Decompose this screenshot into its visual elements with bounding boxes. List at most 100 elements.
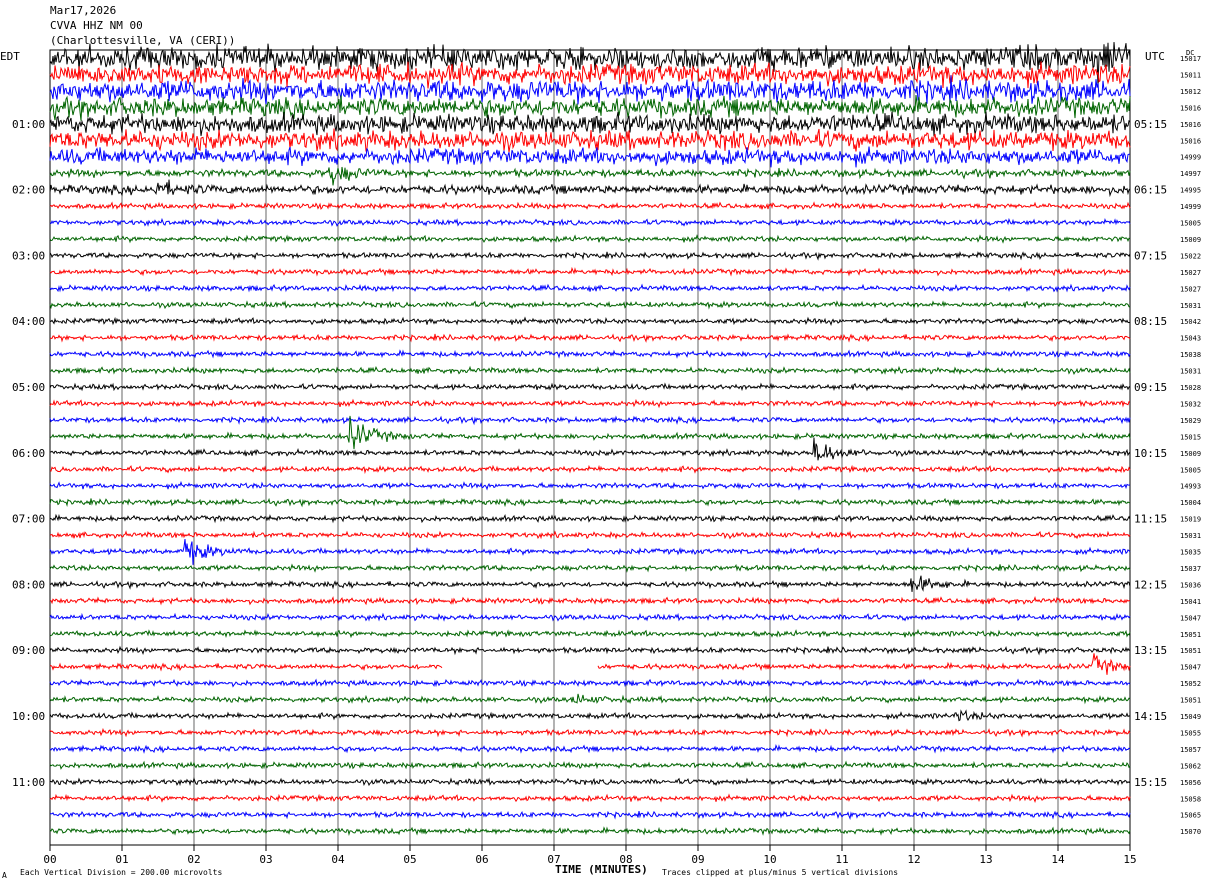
seismic-trace bbox=[49, 530, 1131, 540]
dc-offset-label: 15032 bbox=[1180, 400, 1201, 408]
dc-offset-label: 15031 bbox=[1180, 532, 1201, 540]
seismic-trace bbox=[49, 826, 1131, 836]
x-tick-label: 11 bbox=[835, 853, 848, 866]
dc-offset-label: 15055 bbox=[1180, 729, 1201, 737]
seismic-trace bbox=[49, 628, 1131, 639]
scale-note: Each Vertical Division = 200.00 microvol… bbox=[20, 868, 223, 877]
seismic-trace bbox=[49, 539, 1131, 565]
left-hour-label: 06:00 bbox=[12, 447, 45, 460]
left-hour-label: 10:00 bbox=[12, 710, 45, 723]
x-tick-label: 01 bbox=[115, 853, 128, 866]
dc-offset-label: 15022 bbox=[1180, 252, 1201, 260]
seismic-trace bbox=[49, 300, 1131, 310]
seismic-trace bbox=[49, 266, 1131, 277]
seismic-trace bbox=[49, 61, 1131, 89]
dc-offset-label: 15017 bbox=[1180, 55, 1201, 63]
dc-offset-label: 15005 bbox=[1180, 466, 1201, 474]
seismic-trace bbox=[49, 415, 1131, 450]
dc-offset-label: 14997 bbox=[1180, 170, 1201, 178]
dc-offset-label: 15051 bbox=[1180, 647, 1201, 655]
seismic-trace bbox=[49, 146, 1131, 168]
dc-offset-label: 15043 bbox=[1180, 335, 1201, 343]
seismic-trace bbox=[49, 234, 1131, 244]
seismic-trace bbox=[49, 693, 1131, 705]
plot-frame bbox=[49, 49, 1131, 846]
dc-offset-label: 15016 bbox=[1180, 121, 1201, 129]
seismic-trace bbox=[49, 709, 1131, 722]
seismic-trace bbox=[49, 128, 1131, 153]
x-tick-label: 03 bbox=[259, 853, 272, 866]
x-tick-label: 09 bbox=[691, 853, 704, 866]
right-timezone-label: UTC bbox=[1145, 50, 1165, 63]
dc-offset-label: 15031 bbox=[1180, 302, 1201, 310]
seismic-trace bbox=[49, 217, 1131, 227]
right-hour-label: 14:15 bbox=[1134, 710, 1167, 723]
seismic-trace bbox=[49, 365, 1131, 375]
seismic-trace bbox=[49, 42, 1131, 88]
dc-offset-label: 15009 bbox=[1180, 450, 1201, 458]
dc-offset-label: 15070 bbox=[1180, 828, 1201, 836]
dc-offset-label: 15057 bbox=[1180, 746, 1201, 754]
x-tick-label: 06 bbox=[475, 853, 488, 866]
dc-offset-label: 14999 bbox=[1180, 203, 1201, 211]
dc-offset-label: 15049 bbox=[1180, 713, 1201, 721]
dc-offset-label: 15028 bbox=[1180, 384, 1201, 392]
dc-offset-label: 15062 bbox=[1180, 762, 1201, 770]
left-hour-label: 08:00 bbox=[12, 578, 45, 591]
dc-offset-label: 15019 bbox=[1180, 516, 1201, 524]
seismic-trace bbox=[49, 333, 1131, 343]
seismic-trace bbox=[49, 645, 1131, 656]
dc-offset-label: 15047 bbox=[1180, 664, 1201, 672]
seismic-trace bbox=[49, 793, 1131, 803]
dc-offset-label: 14995 bbox=[1180, 187, 1201, 195]
seismic-trace bbox=[49, 612, 1131, 622]
left-hour-label: 11:00 bbox=[12, 776, 45, 789]
dc-offset-label: 15036 bbox=[1180, 581, 1201, 589]
header-station: CVVA HHZ NM 00 bbox=[50, 19, 143, 32]
dc-offset-label: 15027 bbox=[1180, 269, 1201, 277]
seismic-trace bbox=[49, 513, 1131, 524]
seismic-trace bbox=[49, 727, 1131, 738]
seismic-trace bbox=[49, 251, 1131, 261]
dc-offset-label: 15012 bbox=[1180, 88, 1201, 96]
left-hour-label: 03:00 bbox=[12, 249, 45, 262]
dc-offset-label: 15011 bbox=[1180, 71, 1201, 79]
seismic-trace bbox=[49, 497, 1131, 508]
seismic-trace bbox=[49, 464, 1131, 475]
dc-offset-label: 14999 bbox=[1180, 154, 1201, 162]
right-hour-label: 07:15 bbox=[1134, 249, 1167, 262]
seismic-trace bbox=[49, 653, 1131, 675]
seismic-trace bbox=[49, 575, 1131, 592]
x-tick-label: 02 bbox=[187, 853, 200, 866]
right-hour-label: 10:15 bbox=[1134, 447, 1167, 460]
x-tick-label: 00 bbox=[43, 853, 56, 866]
left-timezone-label: EDT bbox=[0, 50, 20, 63]
x-tick-label: 04 bbox=[331, 853, 345, 866]
dc-offset-label: 15029 bbox=[1180, 417, 1201, 425]
seismic-trace bbox=[49, 94, 1131, 121]
dc-offset-label: 15042 bbox=[1180, 318, 1201, 326]
header-location: (Charlottesville, VA (CERI)) bbox=[50, 34, 236, 47]
dc-offset-label: 15056 bbox=[1180, 779, 1201, 787]
seismic-trace bbox=[49, 760, 1131, 770]
right-hour-label: 15:15 bbox=[1134, 776, 1167, 789]
left-hour-label: 09:00 bbox=[12, 644, 45, 657]
x-tick-label: 08 bbox=[619, 853, 632, 866]
seismic-trace bbox=[49, 678, 1131, 688]
corner-mark: A bbox=[2, 871, 7, 880]
right-hour-label: 12:15 bbox=[1134, 578, 1167, 591]
dc-offset-label: 15027 bbox=[1180, 285, 1201, 293]
x-tick-label: 13 bbox=[979, 853, 992, 866]
dc-offset-label: 15035 bbox=[1180, 549, 1201, 557]
right-hour-label: 05:15 bbox=[1134, 118, 1167, 131]
left-hour-label: 01:00 bbox=[12, 118, 45, 131]
right-hour-label: 08:15 bbox=[1134, 315, 1167, 328]
seismic-trace bbox=[49, 283, 1131, 293]
x-tick-label: 12 bbox=[907, 853, 920, 866]
left-hour-label: 07:00 bbox=[12, 513, 45, 526]
dc-offset-label: 15031 bbox=[1180, 368, 1201, 376]
dc-offset-label: 15041 bbox=[1180, 598, 1201, 606]
seismic-trace bbox=[49, 810, 1131, 821]
right-hour-label: 09:15 bbox=[1134, 381, 1167, 394]
